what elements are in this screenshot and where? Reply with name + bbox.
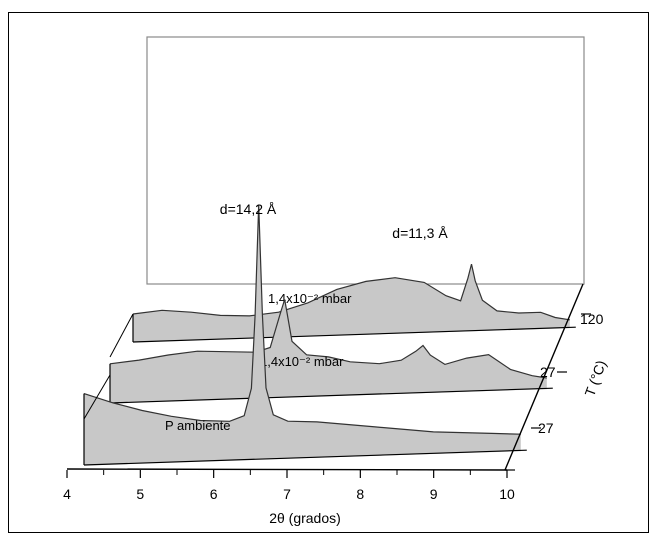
peak-annotation-d142: d=14,2 Å: [220, 201, 277, 217]
layer-connector-1: [109, 313, 134, 358]
y-axis-label: T (°C): [581, 358, 609, 398]
series-area-0: [84, 204, 521, 465]
x-axis-line: [66, 468, 508, 471]
temperature-tick-label-0: 27: [538, 420, 554, 436]
back-wall: [146, 36, 585, 285]
series-0: P ambiente 27: [83, 204, 554, 466]
series-baseline-0: [83, 449, 527, 466]
series-label-2: 1,4x10⁻² mbar: [268, 291, 352, 306]
series-line-2: [132, 263, 570, 321]
x-tick-label-8: 8: [356, 486, 364, 502]
peak-annotation-d113: d=11,3 Å: [392, 225, 448, 241]
temperature-axis-line: [504, 283, 584, 471]
x-tick-label-5: 5: [136, 486, 144, 502]
series-line-0: [83, 204, 521, 435]
series-line-1: [109, 299, 547, 379]
series-baseline-2: [132, 326, 576, 343]
series-label-1: 1,4x10⁻² mbar: [260, 354, 344, 369]
axis-layer: 4 5 6 7 8 9 10: [63, 283, 591, 502]
series-area-1: [110, 299, 547, 403]
temperature-tick-label-2: 120: [580, 311, 604, 327]
x-tick-label-4: 4: [63, 486, 71, 502]
x-tick-label-9: 9: [430, 486, 438, 502]
x-axis-label: 2θ (grados): [269, 510, 341, 526]
figure-frame: [8, 12, 649, 533]
x-tick-label-6: 6: [210, 486, 218, 502]
x-tick-label-7: 7: [283, 486, 291, 502]
x-tick-label-10: 10: [499, 486, 515, 502]
series-area-2: [133, 264, 570, 342]
layer-connector-0: [83, 374, 111, 420]
series-baseline-1: [109, 387, 553, 404]
series-2: 1,4x10⁻² mbar 120: [132, 263, 604, 343]
series-label-0: P ambiente: [165, 418, 231, 433]
